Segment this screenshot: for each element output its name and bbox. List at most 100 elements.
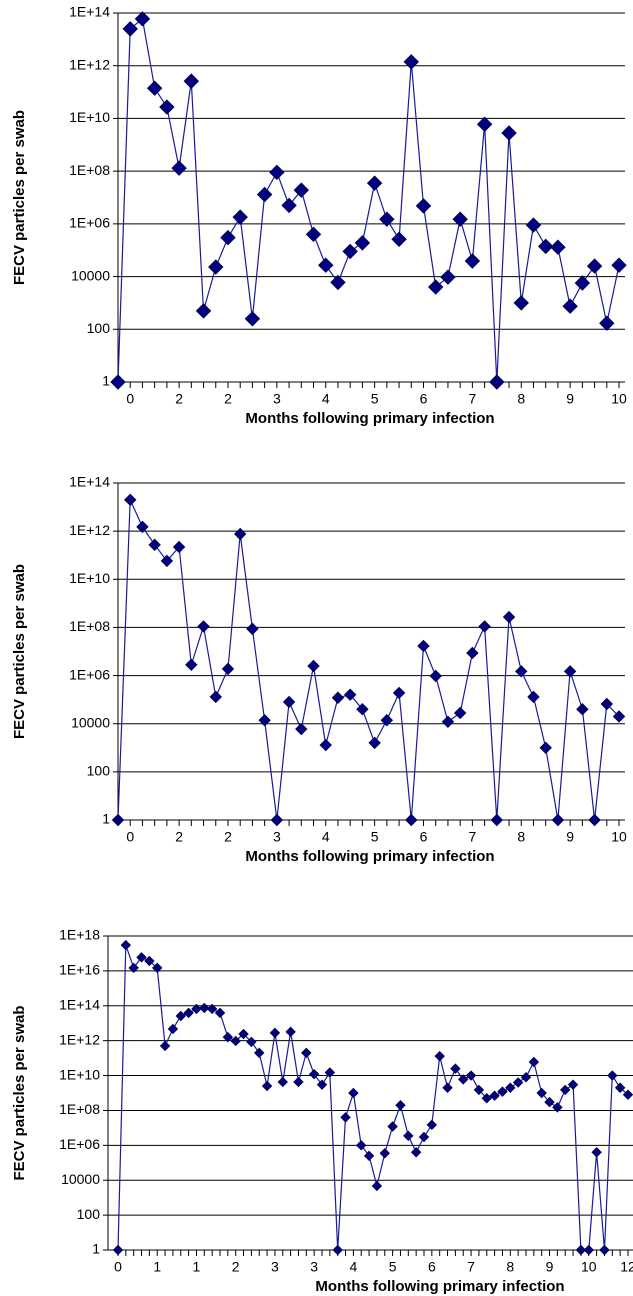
data-point (128, 962, 139, 974)
data-point (330, 274, 346, 291)
y-axis-title: FECV particles per swab (11, 1005, 28, 1180)
data-point (134, 11, 151, 27)
y-axis-title: FECV particles per swab (11, 110, 28, 285)
x-tick-label: 1 (153, 1259, 161, 1275)
data-point (191, 1003, 202, 1015)
y-tick-label: 1E+14 (59, 996, 100, 1012)
data-point (387, 1121, 398, 1132)
data-point (308, 1068, 320, 1080)
x-tick-label: 3 (273, 829, 281, 845)
data-point (505, 1082, 516, 1093)
x-tick-label: 0 (114, 1259, 122, 1275)
x-tick-label: 6 (420, 829, 428, 845)
x-tick-label: 7 (467, 1259, 475, 1275)
data-point (197, 620, 210, 633)
data-point (512, 1077, 524, 1088)
x-tick-label: 4 (322, 829, 330, 845)
data-point (124, 493, 137, 507)
data-point (324, 1067, 336, 1078)
data-point (144, 955, 155, 967)
data-point (528, 1056, 540, 1068)
y-tick-label: 10000 (61, 1171, 100, 1187)
data-point (591, 1147, 602, 1158)
data-line (117, 499, 620, 821)
data-point (171, 160, 187, 176)
data-point (371, 1180, 383, 1192)
data-point (426, 1119, 438, 1131)
y-tick-label: 100 (87, 320, 111, 336)
data-point (599, 1244, 610, 1256)
data-point (110, 374, 126, 390)
data-point (489, 1090, 500, 1101)
data-point (403, 1130, 414, 1142)
x-tick-label: 3 (271, 1259, 279, 1275)
x-tick-label: 10 (611, 829, 627, 845)
data-point (183, 1007, 194, 1019)
y-tick-label: 1E+08 (69, 618, 110, 634)
data-point (537, 238, 554, 255)
y-tick-label: 1E+10 (59, 1066, 100, 1082)
data-point (230, 1035, 241, 1047)
x-tick-label: 8 (517, 829, 525, 845)
data-point (502, 610, 516, 624)
y-tick-label: 1E+14 (69, 4, 110, 20)
y-tick-label: 100 (87, 763, 111, 779)
data-point (136, 520, 149, 534)
x-axis-title: Months following primary infection (245, 848, 494, 865)
y-tick-label: 1E+16 (59, 962, 100, 978)
data-point (583, 1244, 594, 1256)
data-point (301, 1047, 312, 1059)
data-point (159, 99, 175, 115)
data-point (159, 1040, 171, 1052)
data-point (527, 690, 540, 704)
data-point (501, 125, 517, 141)
x-axis-title: Months following primary infection (315, 1278, 564, 1295)
data-point (356, 703, 369, 716)
y-tick-label: 1E+06 (59, 1136, 100, 1152)
data-point (199, 1002, 210, 1014)
data-point (410, 1147, 422, 1158)
data-point (476, 116, 493, 132)
data-point (575, 1244, 587, 1256)
data-point (607, 1070, 618, 1081)
data-point (452, 211, 468, 227)
x-tick-label: 10 (611, 391, 627, 407)
data-point (366, 175, 383, 191)
x-tick-label: 1 (193, 1259, 201, 1275)
data-point (515, 665, 528, 678)
data-point (550, 239, 566, 255)
data-point (111, 813, 125, 827)
data-point (586, 258, 603, 274)
data-point (525, 217, 542, 233)
x-tick-label: 5 (371, 391, 379, 407)
data-point (379, 1148, 390, 1159)
x-tick-label: 2 (175, 391, 183, 407)
data-point (244, 311, 261, 327)
data-point (152, 962, 163, 974)
data-point (208, 259, 224, 275)
data-point (562, 298, 578, 314)
data-point (232, 209, 248, 225)
data-point (256, 186, 273, 203)
data-point (316, 1079, 328, 1090)
data-point (441, 715, 455, 729)
data-point (246, 1036, 257, 1048)
data-point (206, 1003, 218, 1015)
data-point (214, 1007, 226, 1019)
x-tick-label: 2 (175, 829, 183, 845)
data-point (442, 1082, 453, 1093)
data-point (258, 713, 271, 727)
x-tick-label: 2 (232, 1259, 240, 1275)
y-tick-label: 1E+08 (69, 162, 110, 178)
data-point (305, 226, 322, 243)
data-point (392, 686, 406, 700)
data-point (209, 690, 222, 704)
data-point (356, 1140, 367, 1151)
data-point (395, 1099, 406, 1111)
x-tick-label: 8 (517, 391, 525, 407)
data-point (331, 691, 345, 704)
data-point (246, 622, 259, 636)
data-point (148, 538, 161, 552)
data-point (599, 315, 615, 331)
